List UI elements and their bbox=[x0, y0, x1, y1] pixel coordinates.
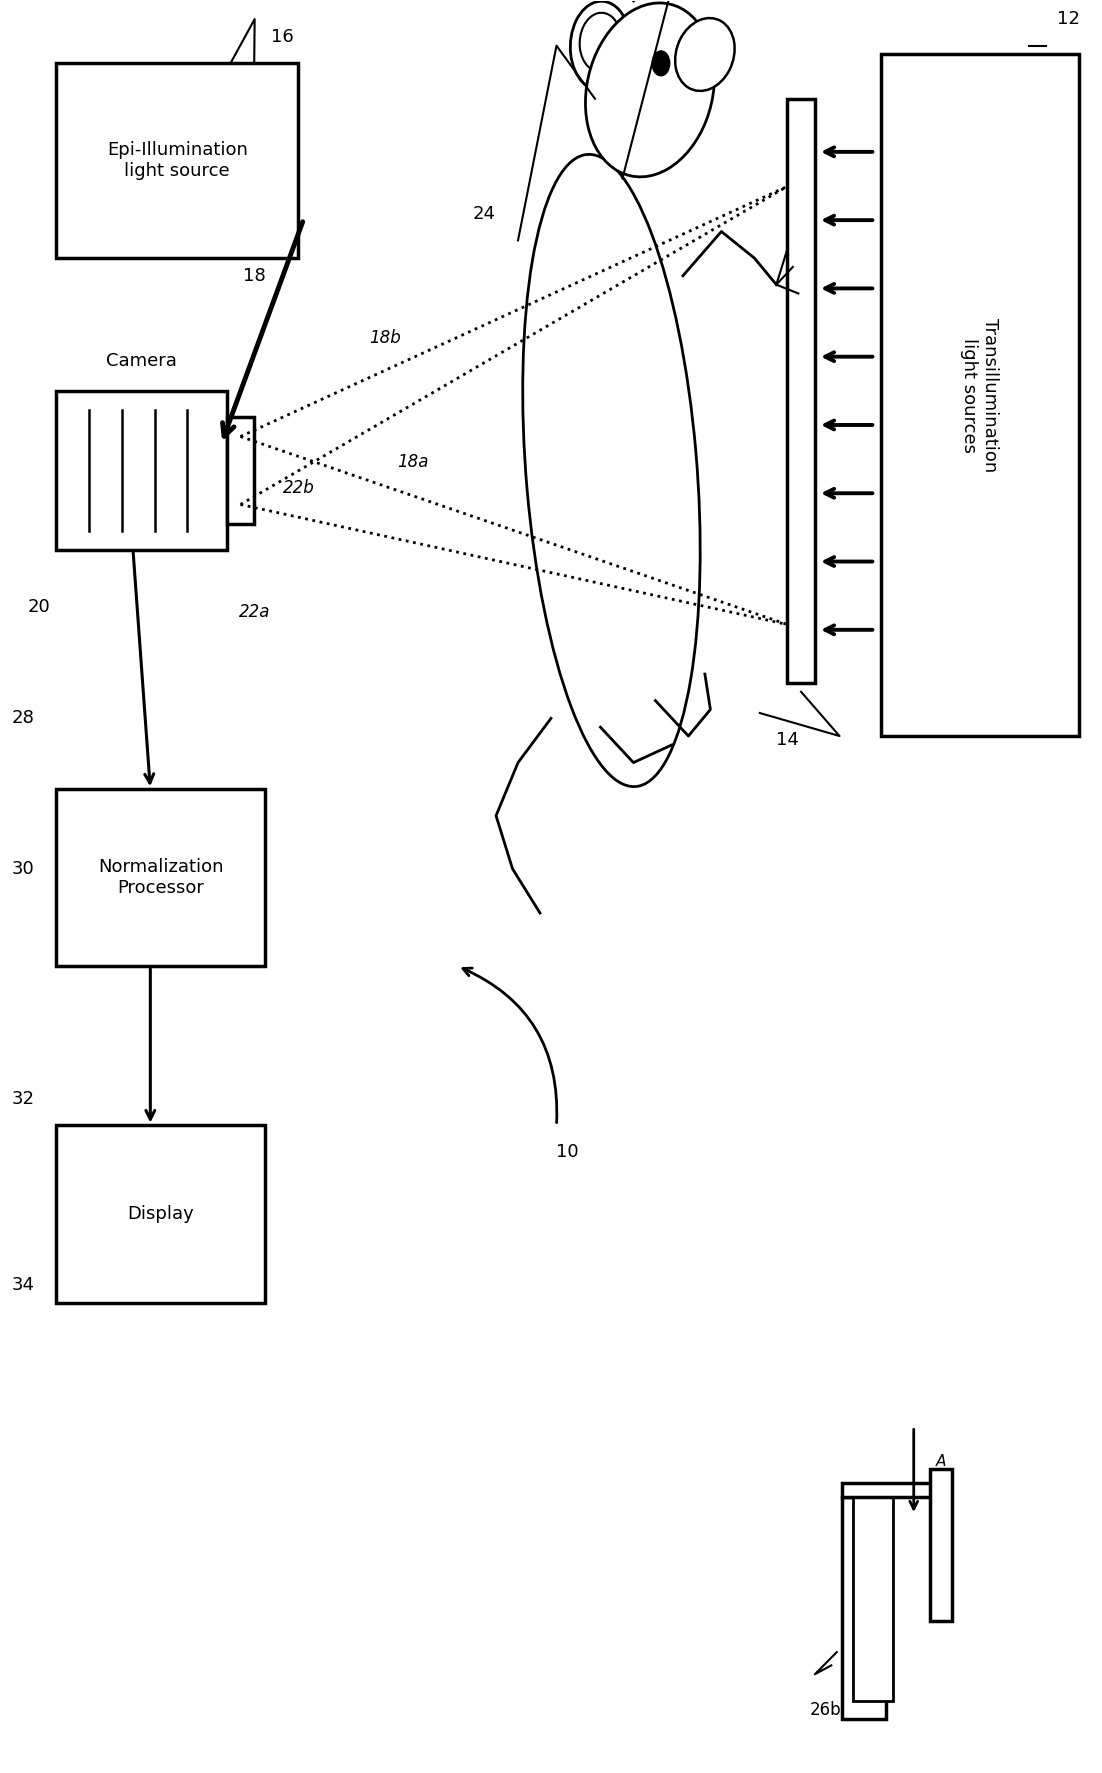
Bar bbox=[56, 1126, 266, 1303]
Bar bbox=[930, 1468, 952, 1621]
Ellipse shape bbox=[585, 4, 714, 177]
Ellipse shape bbox=[522, 154, 700, 787]
Text: 10: 10 bbox=[557, 1144, 579, 1161]
Ellipse shape bbox=[571, 2, 630, 90]
Bar bbox=[787, 99, 814, 683]
Text: Camera: Camera bbox=[106, 351, 177, 369]
Bar bbox=[56, 789, 266, 966]
Text: 18b: 18b bbox=[369, 328, 401, 348]
Text: 22b: 22b bbox=[283, 479, 315, 496]
Text: 20: 20 bbox=[29, 598, 51, 615]
Text: 28: 28 bbox=[11, 709, 34, 727]
Bar bbox=[56, 390, 227, 550]
Text: 18: 18 bbox=[244, 266, 266, 285]
Bar bbox=[842, 1482, 947, 1496]
Text: 30: 30 bbox=[12, 860, 34, 878]
Text: 14: 14 bbox=[776, 730, 799, 748]
Text: 22a: 22a bbox=[239, 603, 271, 621]
Text: A: A bbox=[936, 1454, 947, 1470]
Text: 16: 16 bbox=[271, 28, 293, 46]
Text: 24: 24 bbox=[473, 204, 496, 223]
Bar bbox=[56, 64, 299, 259]
Text: Display: Display bbox=[128, 1206, 194, 1223]
Ellipse shape bbox=[652, 51, 670, 76]
Bar bbox=[853, 1496, 893, 1700]
Bar bbox=[880, 55, 1079, 736]
Text: Transillumination
light sources: Transillumination light sources bbox=[960, 317, 1000, 472]
Bar bbox=[842, 1496, 886, 1718]
Text: 32: 32 bbox=[11, 1090, 34, 1108]
Text: 34: 34 bbox=[11, 1277, 34, 1294]
Ellipse shape bbox=[580, 12, 622, 71]
Text: 26: 26 bbox=[634, 151, 657, 170]
Text: 12: 12 bbox=[1057, 11, 1080, 28]
Ellipse shape bbox=[676, 18, 735, 90]
Text: 18a: 18a bbox=[397, 452, 429, 470]
Bar bbox=[227, 417, 255, 523]
Text: 26b: 26b bbox=[810, 1700, 842, 1718]
Text: Normalization
Processor: Normalization Processor bbox=[98, 858, 224, 897]
Text: Epi-Illumination
light source: Epi-Illumination light source bbox=[107, 142, 248, 181]
